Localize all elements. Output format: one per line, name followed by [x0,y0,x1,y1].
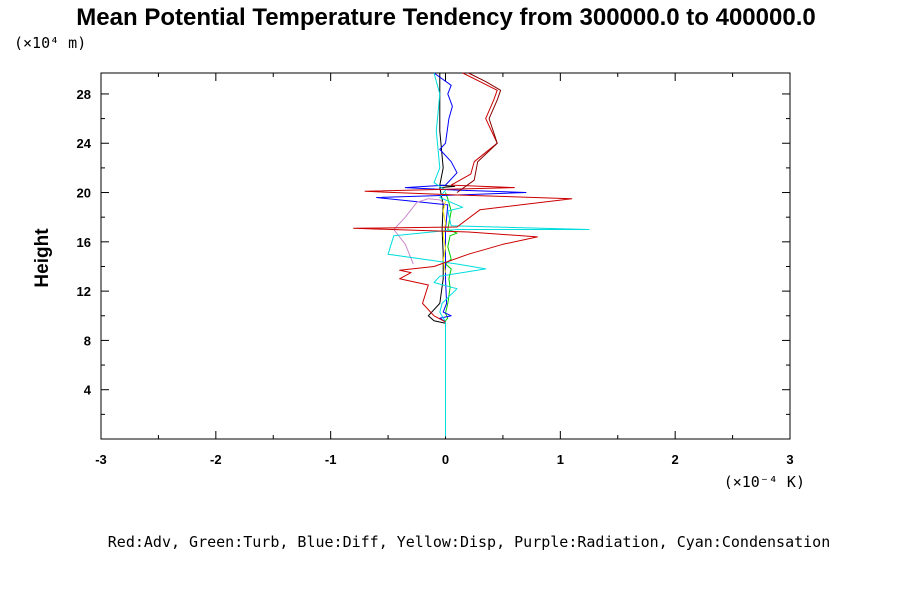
series-line-2 [376,72,527,323]
series-line-7 [456,72,502,193]
y-tick-label: 28 [77,87,91,102]
y-tick-label: 12 [77,284,91,299]
y-tick-label: 24 [77,136,92,151]
y-tick-label: 4 [84,383,92,398]
x-tick-label: -1 [325,452,337,467]
x-tick-label: 3 [786,452,793,467]
legend-text: Red:Adv, Green:Turb, Blue:Diff, Yellow:D… [108,533,830,551]
y-tick-label: 16 [77,235,91,250]
x-unit-label: (×10⁻⁴ K) [724,473,805,491]
x-tick-label: -3 [95,452,107,467]
y-axis-label: Height [32,228,53,288]
series-line-5 [387,72,590,437]
x-tick-label: 0 [442,452,449,467]
series-line-4 [393,198,446,265]
chart-title: Mean Potential Temperature Tendency from… [76,4,815,31]
x-tick-label: 1 [557,452,564,467]
x-tick-label: 2 [672,452,679,467]
series-line-0 [427,73,456,437]
x-tick-label: -2 [210,452,222,467]
series-line-3 [442,201,446,273]
y-tick-label: 20 [77,186,91,201]
series-group [353,72,590,437]
y-unit-label: (×10⁴ m) [14,34,86,52]
y-tick-label: 8 [84,333,91,348]
series-line-6 [353,72,573,323]
